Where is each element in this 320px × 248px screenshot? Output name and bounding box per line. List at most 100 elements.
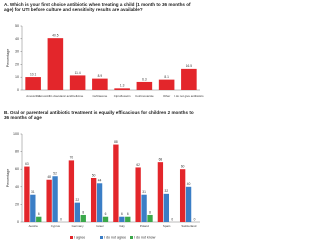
bar (46, 179, 52, 222)
x-tick-label: Other (163, 94, 170, 98)
value-label: 50 (92, 173, 96, 177)
value-label: 88 (114, 140, 118, 144)
value-label: 52 (53, 172, 57, 176)
value-label: 48 (47, 175, 51, 179)
value-label: 6.3 (142, 77, 147, 81)
chart: Percentage 0 10 20 30 40 50 AmoxicillinAmoxicil… (6, 24, 204, 240)
value-label: 0 (171, 217, 173, 221)
chart-title: A. Which is your first choice antibiotic… (4, 2, 191, 13)
bar (92, 78, 108, 90)
value-label: 6 (127, 212, 129, 216)
legend-label: I do not know (134, 236, 156, 240)
bar (36, 216, 42, 222)
value-label: 10.1 (30, 72, 36, 76)
y-tick-label: 50 (15, 24, 19, 28)
x-tick-label: Italy (119, 224, 125, 228)
x-tick-label: Switzerland (181, 224, 196, 228)
legend-label: I agree (74, 236, 85, 240)
bar (102, 216, 109, 222)
value-label: 70 (70, 156, 74, 160)
value-label: 31 (31, 190, 35, 194)
legend-label: I do not agree (104, 236, 126, 240)
x-tick-label: Spain (163, 224, 171, 228)
legend-swatch (70, 236, 73, 239)
value-label: 40.5 (52, 34, 58, 38)
value-label: 6 (38, 212, 40, 216)
value-label: 68 (159, 158, 163, 162)
bar (113, 144, 119, 222)
x-tick-label: Cotrimoxazole (135, 94, 154, 98)
value-label: 1.3 (120, 84, 125, 88)
x-tick-label: Poland (140, 224, 149, 228)
y-tick-label: 30 (15, 50, 19, 54)
bar (125, 216, 131, 222)
x-tick-label: Ciprofloxacin (114, 94, 131, 98)
bar (163, 193, 169, 222)
value-label: 32 (165, 189, 169, 193)
bar (141, 194, 147, 222)
x-tick-label: Cyprus (51, 224, 61, 228)
value-label: 11.4 (75, 71, 81, 75)
x-tick-label: Israel (96, 224, 103, 228)
value-label: 8 (82, 210, 84, 214)
x-tick-label: Ceftriaxone (92, 94, 107, 98)
y-axis-label: Percentage (6, 169, 10, 187)
bar (181, 68, 197, 90)
x-tick-label: Amoxicillin (26, 94, 40, 98)
bar (96, 183, 103, 222)
bar (52, 176, 58, 222)
x-tick-label: Amoxicillin clavulanic acid (39, 94, 73, 98)
bar (68, 160, 75, 222)
y-tick-label: 20 (15, 202, 19, 206)
bar (157, 162, 164, 222)
y-tick-label: 80 (15, 150, 19, 154)
bar (147, 214, 153, 222)
value-label: 40 (187, 182, 191, 186)
value-label: 63 (25, 162, 29, 166)
y-axis-label: Percentage (6, 49, 10, 67)
bar (69, 75, 86, 90)
legend-swatch (100, 236, 103, 239)
bar (158, 79, 175, 90)
bar (114, 88, 130, 90)
bar (47, 38, 64, 90)
page: {"chart_data":[ {"type":"bar","title":"A… (4, 2, 204, 240)
bar (30, 194, 36, 222)
chart-title: B. Oral or parenteral antibiotic treatme… (4, 110, 194, 121)
y-tick-label: 20 (15, 62, 19, 66)
bar (185, 186, 192, 222)
value-label: 6 (105, 212, 107, 216)
y-tick-label: 60 (15, 167, 19, 171)
y-tick-label: 100 (13, 132, 19, 136)
y-tick-label: 10 (15, 75, 19, 79)
legend-swatch (130, 236, 133, 239)
bar (119, 216, 125, 222)
value-label: 16.5 (186, 64, 192, 68)
x-tick-label: I do not give antibiotics (174, 94, 204, 98)
value-label: 0 (194, 217, 196, 221)
bar (135, 167, 141, 222)
bar (80, 214, 86, 222)
value-label: 8.9 (98, 74, 103, 78)
value-label: 62 (136, 163, 140, 167)
x-tick-label: Cefixime (72, 94, 84, 98)
value-label: 8 (149, 210, 151, 214)
value-label: 8.1 (164, 75, 169, 79)
bar (136, 81, 153, 90)
bar (90, 178, 97, 222)
value-label: 60 (181, 165, 185, 169)
y-tick-label: 0 (17, 88, 19, 92)
bar (25, 77, 41, 90)
y-tick-label: 0 (17, 220, 19, 224)
y-tick-label: 40 (15, 185, 19, 189)
bar (24, 166, 30, 222)
value-label: 22 (76, 198, 80, 202)
x-tick-label: Germany (72, 224, 84, 228)
value-label: 0 (60, 217, 62, 221)
value-label: 44 (98, 179, 102, 183)
bar (74, 202, 80, 222)
y-tick-label: 40 (15, 37, 19, 41)
value-label: 31 (142, 190, 146, 194)
value-label: 6 (121, 212, 123, 216)
x-tick-label: Austria (29, 224, 38, 228)
